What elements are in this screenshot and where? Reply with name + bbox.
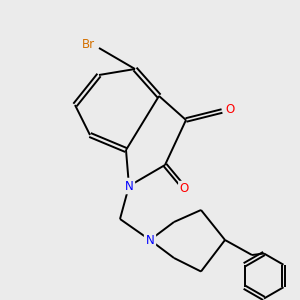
- Text: O: O: [180, 182, 189, 196]
- Text: O: O: [225, 103, 234, 116]
- Text: Br: Br: [82, 38, 95, 52]
- Text: N: N: [124, 179, 134, 193]
- Text: N: N: [146, 233, 154, 247]
